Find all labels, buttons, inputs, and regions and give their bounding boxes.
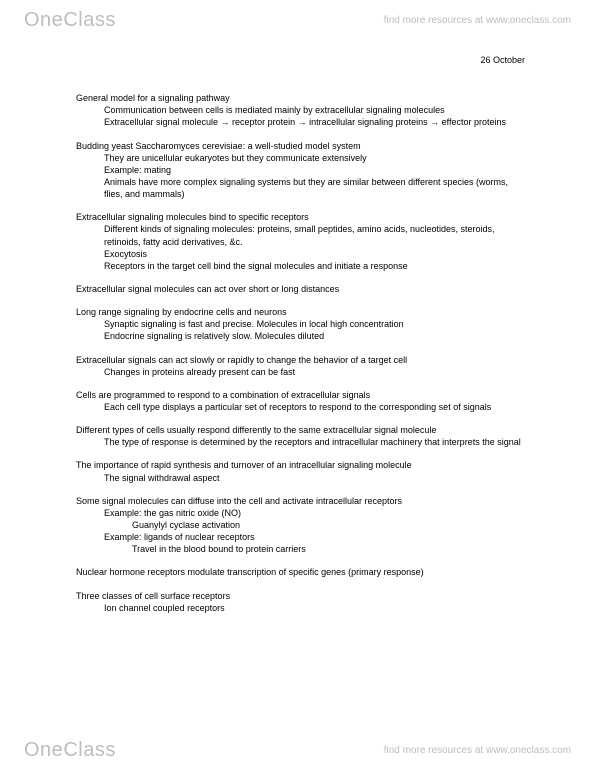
header-tagline: find more resources at www.oneclass.com: [384, 15, 571, 26]
section-heading: Different types of cells usually respond…: [76, 424, 525, 436]
section: Budding yeast Saccharomyces cerevisiae: …: [76, 140, 525, 201]
document-date: 26 October: [76, 54, 525, 66]
brand-one-footer: One: [24, 739, 63, 761]
section-heading: Extracellular signal molecules can act o…: [76, 283, 525, 295]
section-sub: Extracellular signal molecule → receptor…: [76, 116, 525, 128]
section: Nuclear hormone receptors modulate trans…: [76, 566, 525, 578]
page-footer: OneClass find more resources at www.onec…: [0, 730, 595, 770]
section-sub: Receptors in the target cell bind the si…: [76, 260, 525, 272]
section-sub: Example: mating: [76, 164, 525, 176]
section-heading: Some signal molecules can diffuse into t…: [76, 495, 525, 507]
section-heading: Budding yeast Saccharomyces cerevisiae: …: [76, 140, 525, 152]
section-sub2: Guanylyl cyclase activation: [76, 519, 525, 531]
section-sub: The type of response is determined by th…: [76, 436, 525, 448]
brand-class: Class: [63, 9, 116, 31]
page-header: OneClass find more resources at www.onec…: [0, 0, 595, 40]
section-sub: Example: ligands of nuclear receptors: [76, 531, 525, 543]
brand-logo: OneClass: [24, 9, 116, 32]
section-sub: Different kinds of signaling molecules: …: [76, 223, 525, 247]
section-sub: Changes in proteins already present can …: [76, 366, 525, 378]
section-sub: Synaptic signaling is fast and precise. …: [76, 318, 525, 330]
sections-container: General model for a signaling pathwayCom…: [76, 92, 525, 614]
brand-one: One: [24, 9, 63, 31]
section-heading: The importance of rapid synthesis and tu…: [76, 459, 525, 471]
section-sub: Animals have more complex signaling syst…: [76, 176, 525, 200]
section-heading: Nuclear hormone receptors modulate trans…: [76, 566, 525, 578]
section-sub: Each cell type displays a particular set…: [76, 401, 525, 413]
section-heading: Extracellular signaling molecules bind t…: [76, 211, 525, 223]
section: Some signal molecules can diffuse into t…: [76, 495, 525, 556]
section-heading: Long range signaling by endocrine cells …: [76, 306, 525, 318]
section-sub: Communication between cells is mediated …: [76, 104, 525, 116]
section-sub: The signal withdrawal aspect: [76, 472, 525, 484]
section-sub: Exocytosis: [76, 248, 525, 260]
section-sub: Example: the gas nitric oxide (NO): [76, 507, 525, 519]
brand-logo-footer: OneClass: [24, 739, 116, 762]
document-body: 26 October General model for a signaling…: [0, 48, 595, 730]
section-heading: Extracellular signals can act slowly or …: [76, 354, 525, 366]
section-heading: Cells are programmed to respond to a com…: [76, 389, 525, 401]
section: Extracellular signaling molecules bind t…: [76, 211, 525, 272]
section: Three classes of cell surface receptorsI…: [76, 590, 525, 614]
brand-class-footer: Class: [63, 739, 116, 761]
section: General model for a signaling pathwayCom…: [76, 92, 525, 128]
section-sub: Ion channel coupled receptors: [76, 602, 525, 614]
section-sub: Endocrine signaling is relatively slow. …: [76, 330, 525, 342]
section: The importance of rapid synthesis and tu…: [76, 459, 525, 483]
section: Different types of cells usually respond…: [76, 424, 525, 448]
section: Cells are programmed to respond to a com…: [76, 389, 525, 413]
footer-tagline: find more resources at www.oneclass.com: [384, 745, 571, 756]
section-heading: Three classes of cell surface receptors: [76, 590, 525, 602]
section-sub2: Travel in the blood bound to protein car…: [76, 543, 525, 555]
section-sub: They are unicellular eukaryotes but they…: [76, 152, 525, 164]
section: Long range signaling by endocrine cells …: [76, 306, 525, 342]
section: Extracellular signal molecules can act o…: [76, 283, 525, 295]
section-heading: General model for a signaling pathway: [76, 92, 525, 104]
section: Extracellular signals can act slowly or …: [76, 354, 525, 378]
